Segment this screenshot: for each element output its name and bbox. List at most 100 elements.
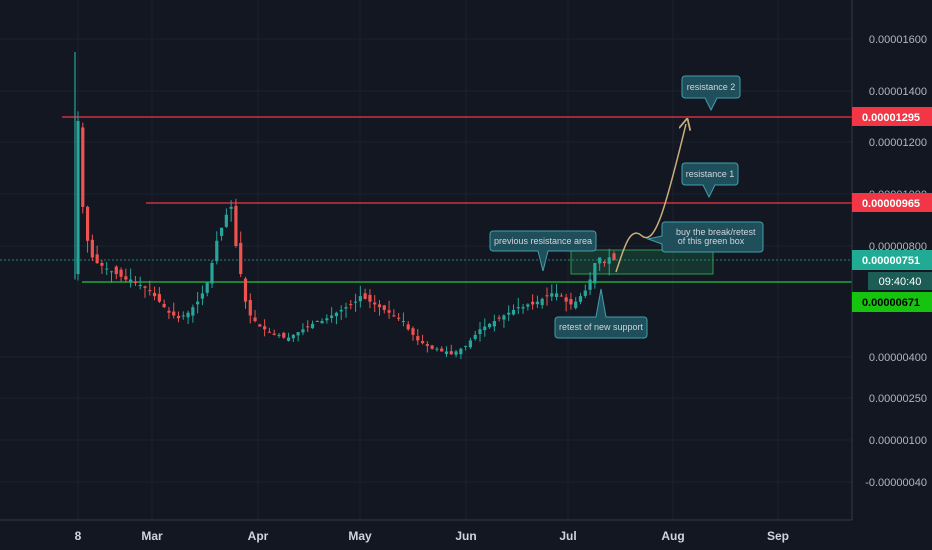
candles (74, 52, 616, 360)
callout-buy-break[interactable]: buy the break/retest of this green box (646, 221, 764, 253)
candle-body (420, 341, 425, 344)
resistance-1-label-bg (852, 193, 932, 212)
candle-body (124, 276, 128, 280)
candle-body (176, 315, 181, 319)
candle-body (234, 205, 238, 246)
candle-body (258, 324, 262, 327)
callout-previous-resistance[interactable]: previous resistance area (489, 230, 597, 272)
time-tick-label: May (348, 529, 372, 543)
candle-body (502, 315, 506, 320)
time-axis[interactable] (0, 520, 852, 550)
candle-body (100, 263, 104, 266)
candle-body (473, 334, 477, 339)
candle-body (373, 302, 377, 305)
projection-arrow (615, 124, 686, 273)
candle-body (598, 257, 602, 264)
support-label: 0.00000671 (862, 297, 920, 309)
time-tick-label: Jun (455, 529, 476, 543)
candle-body (588, 279, 592, 290)
candle-body (531, 301, 535, 305)
candle-body (181, 315, 185, 317)
candle-body (535, 301, 540, 305)
candle-body (607, 257, 611, 264)
candle-body (406, 324, 410, 330)
candle-body (401, 321, 406, 323)
candle-body (133, 282, 138, 284)
candle-body (387, 310, 391, 313)
candle-body (129, 279, 133, 283)
candle-body (612, 253, 616, 261)
callout-retest-support-text: retest of new support (559, 322, 644, 332)
candle-body (119, 269, 123, 277)
candle-body (435, 348, 439, 350)
callout-retest-support[interactable]: retest of new support (554, 288, 648, 339)
price-tick-label: 0.00000400 (869, 352, 927, 364)
candle-body (277, 334, 281, 336)
candle-body (454, 351, 458, 355)
price-tick-label: -0.00000040 (865, 477, 927, 489)
time-tick-label: Mar (141, 529, 163, 543)
countdown-bg (868, 272, 932, 290)
candle-body (90, 239, 94, 258)
candle-body (602, 261, 607, 264)
candle-body (464, 345, 468, 347)
candle-body (583, 290, 587, 296)
candle-body (224, 214, 228, 227)
candle-body (540, 298, 544, 306)
candle-body (507, 312, 511, 315)
callout-buy-break-text: buy the break/retest of this green box (676, 227, 758, 246)
candle-body (85, 206, 90, 241)
last-price-label: 0.00000751 (862, 255, 920, 267)
callout-resistance-1[interactable]: resistance 1 (681, 162, 739, 199)
callout-resistance-1-text: resistance 1 (686, 169, 735, 179)
candle-body (162, 303, 166, 308)
candle-body (167, 310, 171, 313)
time-ticks: 8 Mar Apr May Jun Jul Aug Sep (75, 529, 789, 543)
candle-body (545, 295, 549, 297)
candle-body (114, 266, 118, 275)
candle-body (105, 268, 109, 270)
candle-body (296, 332, 300, 336)
candle-body (559, 295, 563, 297)
candle-body (306, 326, 310, 328)
price-tick-label: 0.00000100 (869, 435, 927, 447)
candle-body (377, 304, 382, 308)
candle-body (416, 336, 420, 341)
candle-body (152, 292, 157, 297)
candle-body (339, 309, 343, 312)
candle-body (478, 329, 482, 335)
countdown-label: 09:40:40 (879, 276, 922, 288)
candle-body (440, 348, 444, 352)
callout-resistance-2[interactable]: resistance 2 (681, 75, 741, 112)
candle-body (483, 326, 487, 331)
candle-body (229, 206, 233, 209)
candle-body (301, 329, 305, 333)
time-tick-label: Apr (248, 529, 269, 543)
price-tick-label: 0.00001600 (869, 34, 927, 46)
candle-body (468, 340, 473, 348)
last-price-label-bg (852, 250, 932, 270)
candle-body (593, 263, 597, 284)
candle-body (363, 293, 367, 299)
candle-body (148, 290, 152, 292)
candle-body (239, 242, 243, 275)
candle-body (138, 285, 142, 287)
candle-body (157, 293, 161, 302)
callout-previous-resistance-text: previous resistance area (494, 236, 592, 246)
candle-body (349, 304, 353, 306)
candle-body (263, 326, 267, 330)
candle-body (430, 345, 434, 349)
candle-body (449, 351, 453, 355)
candle-body (76, 120, 80, 275)
price-tick-label: 0.00001400 (869, 86, 927, 98)
candle-body (344, 307, 348, 309)
candle-body (554, 293, 559, 297)
candle-body (330, 315, 334, 318)
candle-body (95, 254, 99, 264)
candle-body (353, 301, 358, 303)
candle-body (291, 334, 295, 339)
candle-body (574, 301, 578, 309)
candle-body (200, 293, 205, 299)
